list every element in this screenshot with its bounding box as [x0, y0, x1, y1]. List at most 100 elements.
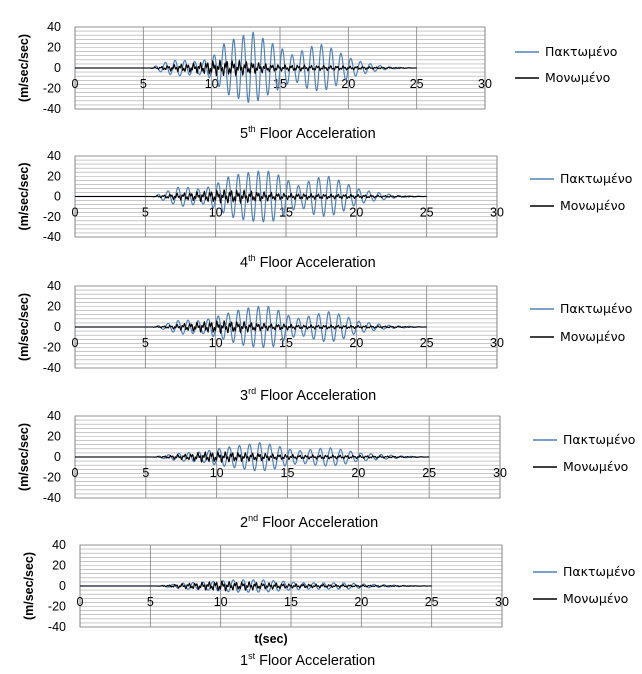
- series-line-isolated: [80, 580, 432, 592]
- x-tick-label: 5: [142, 206, 149, 220]
- x-tick-label: 20: [351, 466, 365, 480]
- chart-panel-2: 40 20 0 -20 -40 0 5 10 15 20 25 30 (m/sec/sec) Πακτωμ…: [17, 149, 632, 271]
- y-tick-label: -20: [43, 341, 61, 355]
- x-tick-label: 10: [209, 206, 223, 220]
- caption-ordinal-suffix: th: [248, 124, 256, 134]
- legend-label-isolated: Μονωμένο: [545, 70, 610, 85]
- x-tick-label: 0: [77, 595, 84, 609]
- y-tick-label: 40: [47, 409, 61, 423]
- x-tick-label: 30: [490, 336, 504, 350]
- x-tick-label: 10: [209, 336, 223, 350]
- legend-label-isolated: Μονωμένο: [560, 329, 625, 344]
- y-tick-label: -20: [43, 471, 61, 485]
- legend-label-fixed: Πακτωμένο: [563, 564, 635, 579]
- y-tick-label: -40: [43, 102, 61, 116]
- x-tick-label: 15: [281, 466, 295, 480]
- x-tick-label: 30: [490, 206, 504, 220]
- series-line-isolated: [75, 188, 427, 205]
- x-tick-label: 15: [279, 206, 293, 220]
- x-tick-label: 20: [354, 595, 368, 609]
- y-tick-label: 40: [47, 149, 61, 163]
- caption-floor-number: 5: [240, 126, 248, 142]
- y-tick-label: 0: [54, 320, 61, 334]
- y-tick-label: -20: [43, 210, 61, 224]
- x-axis-label: t(sec): [254, 632, 287, 646]
- y-tick-label: -40: [43, 491, 61, 505]
- chart-caption: 4th Floor Acceleration: [240, 253, 376, 271]
- x-tick-label: 10: [210, 466, 224, 480]
- caption-text: Floor Acceleration: [260, 126, 376, 142]
- series-line-isolated: [75, 320, 427, 335]
- x-tick-label: 25: [422, 466, 436, 480]
- x-tick-label: 5: [147, 595, 154, 609]
- legend-label-isolated: Μονωμένο: [563, 459, 628, 474]
- legend: Πακτωμένο Μονωμένο: [530, 171, 632, 213]
- caption-floor-number: 1: [240, 653, 248, 669]
- x-tick-label: 30: [478, 77, 492, 91]
- y-tick-label: 20: [47, 169, 61, 183]
- legend-label-fixed: Πακτωμένο: [560, 171, 632, 186]
- caption-floor-number: 4: [240, 255, 248, 271]
- x-tick-label: 15: [284, 595, 298, 609]
- legend: Πακτωμένο Μονωμένο: [533, 432, 635, 474]
- x-tick-label: 25: [425, 595, 439, 609]
- chart-panel-3: 40 20 0 -20 -40 0 5 10 15 20 25 30 (m/sec/sec) Πακτωμ…: [17, 279, 632, 404]
- chart-caption: 3rd Floor Acceleration: [240, 386, 376, 404]
- y-axis-label: (m/sec/sec): [17, 34, 31, 102]
- series-line-isolated: [75, 58, 417, 78]
- y-tick-label: 20: [47, 430, 61, 444]
- caption-floor-number: 2: [240, 515, 248, 531]
- legend: Πακτωμένο Μονωμένο: [515, 44, 617, 85]
- y-tick-label: -40: [43, 230, 61, 244]
- chart-caption: 5th Floor Acceleration: [240, 124, 376, 142]
- x-tick-label: 20: [349, 336, 363, 350]
- x-tick-label: 0: [72, 466, 79, 480]
- x-tick-label: 0: [72, 336, 79, 350]
- x-tick-label: 25: [420, 206, 434, 220]
- x-tick-label: 20: [349, 206, 363, 220]
- y-tick-label: 0: [59, 579, 66, 593]
- legend-label-isolated: Μονωμένο: [560, 198, 625, 213]
- x-tick-label: 20: [341, 77, 355, 91]
- y-tick-label: 40: [52, 538, 66, 552]
- caption-text: Floor Acceleration: [260, 255, 376, 271]
- y-tick-label: 0: [54, 61, 61, 75]
- x-tick-label: 5: [142, 336, 149, 350]
- x-tick-label: 15: [273, 77, 287, 91]
- caption-floor-number: 3: [240, 388, 248, 404]
- x-tick-label: 15: [279, 336, 293, 350]
- x-tick-label: 5: [140, 77, 147, 91]
- y-tick-label: 40: [47, 20, 61, 34]
- x-tick-label: 10: [214, 595, 228, 609]
- x-tick-label: 0: [72, 77, 79, 91]
- y-tick-label: 40: [47, 279, 61, 293]
- caption-ordinal-suffix: rd: [248, 386, 256, 396]
- y-axis-label: (m/sec/sec): [17, 162, 31, 230]
- x-tick-label: 0: [72, 206, 79, 220]
- y-tick-label: 20: [47, 41, 61, 55]
- y-axis-label: (m/sec/sec): [17, 293, 31, 361]
- caption-text: Floor Acceleration: [262, 515, 378, 531]
- y-tick-label: 0: [54, 190, 61, 204]
- y-axis-label: (m/sec/sec): [22, 552, 36, 620]
- caption-text: Floor Acceleration: [259, 653, 375, 669]
- x-tick-label: 10: [205, 77, 219, 91]
- chart-panel-1: 40 20 0 -20 -40 0 5 10 15 20 25 30 (m/sec/sec) Πακτωμ…: [17, 20, 617, 142]
- y-tick-label: 0: [54, 450, 61, 464]
- caption-text: Floor Acceleration: [260, 388, 376, 404]
- legend-label-fixed: Πακτωμένο: [563, 432, 635, 447]
- y-tick-label: 20: [47, 300, 61, 314]
- x-tick-label: 30: [495, 595, 509, 609]
- x-tick-label: 25: [410, 77, 424, 91]
- y-tick-label: -20: [43, 82, 61, 96]
- chart-caption: 2nd Floor Acceleration: [240, 513, 378, 531]
- y-tick-label: -20: [48, 600, 66, 614]
- caption-ordinal-suffix: th: [248, 253, 256, 263]
- y-tick-label: -40: [43, 361, 61, 375]
- caption-ordinal-suffix: st: [248, 651, 256, 661]
- y-tick-label: -40: [48, 620, 66, 634]
- chart-panel-5: 40 20 0 -20 -40 0 5 10 15 20 25 30 (m/sec/sec) Πακτωμ…: [22, 538, 635, 669]
- caption-ordinal-suffix: nd: [248, 513, 258, 523]
- legend: Πακτωμένο Μονωμένο: [530, 301, 632, 344]
